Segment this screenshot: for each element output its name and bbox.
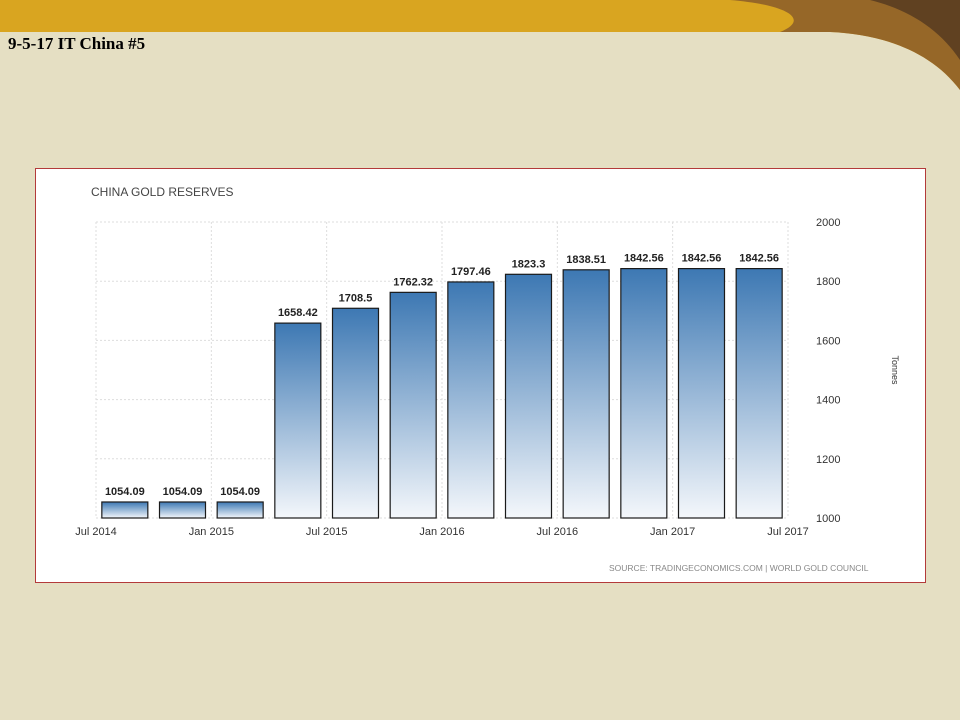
data-label: 1762.32 — [393, 276, 433, 288]
x-tick-label: Jul 2016 — [537, 526, 579, 538]
data-label: 1054.09 — [105, 486, 145, 498]
bar — [677, 268, 726, 519]
x-tick-label: Jul 2014 — [75, 526, 117, 538]
data-label: 1842.56 — [682, 253, 722, 265]
bar — [620, 268, 668, 519]
x-tick-label: Jan 2015 — [189, 526, 234, 538]
bar — [101, 501, 149, 519]
y-tick-label: 1200 — [816, 454, 840, 466]
bar — [562, 269, 610, 519]
y-tick-label: 1600 — [816, 335, 840, 347]
bar — [274, 322, 322, 519]
data-label: 1658.42 — [278, 307, 318, 319]
slide-banner — [0, 0, 960, 90]
data-label: 1842.56 — [739, 253, 779, 265]
gold-reserves-chart: CHINA GOLD RESERVES 1054.09 1054.09 1054.0… — [75, 185, 900, 573]
data-label: 1797.46 — [451, 266, 491, 278]
y-tick-label: 1800 — [816, 276, 840, 288]
chart-bars: 1054.09 1054.09 1054.09 1658.42 1708.5 1762.3… — [101, 253, 783, 519]
bar — [389, 291, 437, 519]
y-tick-label: 2000 — [816, 217, 840, 229]
chart-grid — [95, 221, 789, 519]
y-tick-label: 1400 — [816, 395, 840, 407]
x-tick-label: Jul 2017 — [767, 526, 809, 538]
source-note: SOURCE: TRADINGECONOMICS.COM | WORLD GOL… — [609, 563, 869, 573]
y-tick-label: 1000 — [816, 513, 840, 525]
data-label: 1838.51 — [566, 254, 606, 266]
data-label: 1708.5 — [339, 292, 373, 304]
y-axis-label: Tonnes — [890, 355, 900, 385]
bar — [158, 501, 207, 519]
x-tick-label: Jul 2015 — [306, 526, 348, 538]
x-tick-label: Jan 2016 — [419, 526, 464, 538]
chart-frame: CHINA GOLD RESERVES 1054.09 1054.09 1054.0… — [35, 168, 926, 583]
bar — [447, 281, 495, 519]
slide-title: 9-5-17 IT China #5 — [8, 34, 146, 53]
data-label: 1054.09 — [220, 486, 260, 498]
data-label: 1823.3 — [512, 258, 546, 270]
chart-ticks: 1000 1200 1400 1600 1800 2000 Jul 2014 Jan 2015… — [75, 217, 840, 538]
data-label: 1842.56 — [624, 253, 664, 265]
bar — [216, 501, 264, 519]
bar — [504, 273, 553, 519]
bar — [331, 307, 380, 519]
x-tick-label: Jan 2017 — [650, 526, 695, 538]
bar — [735, 268, 783, 519]
data-label: 1054.09 — [163, 486, 203, 498]
chart-title: CHINA GOLD RESERVES — [91, 185, 234, 199]
